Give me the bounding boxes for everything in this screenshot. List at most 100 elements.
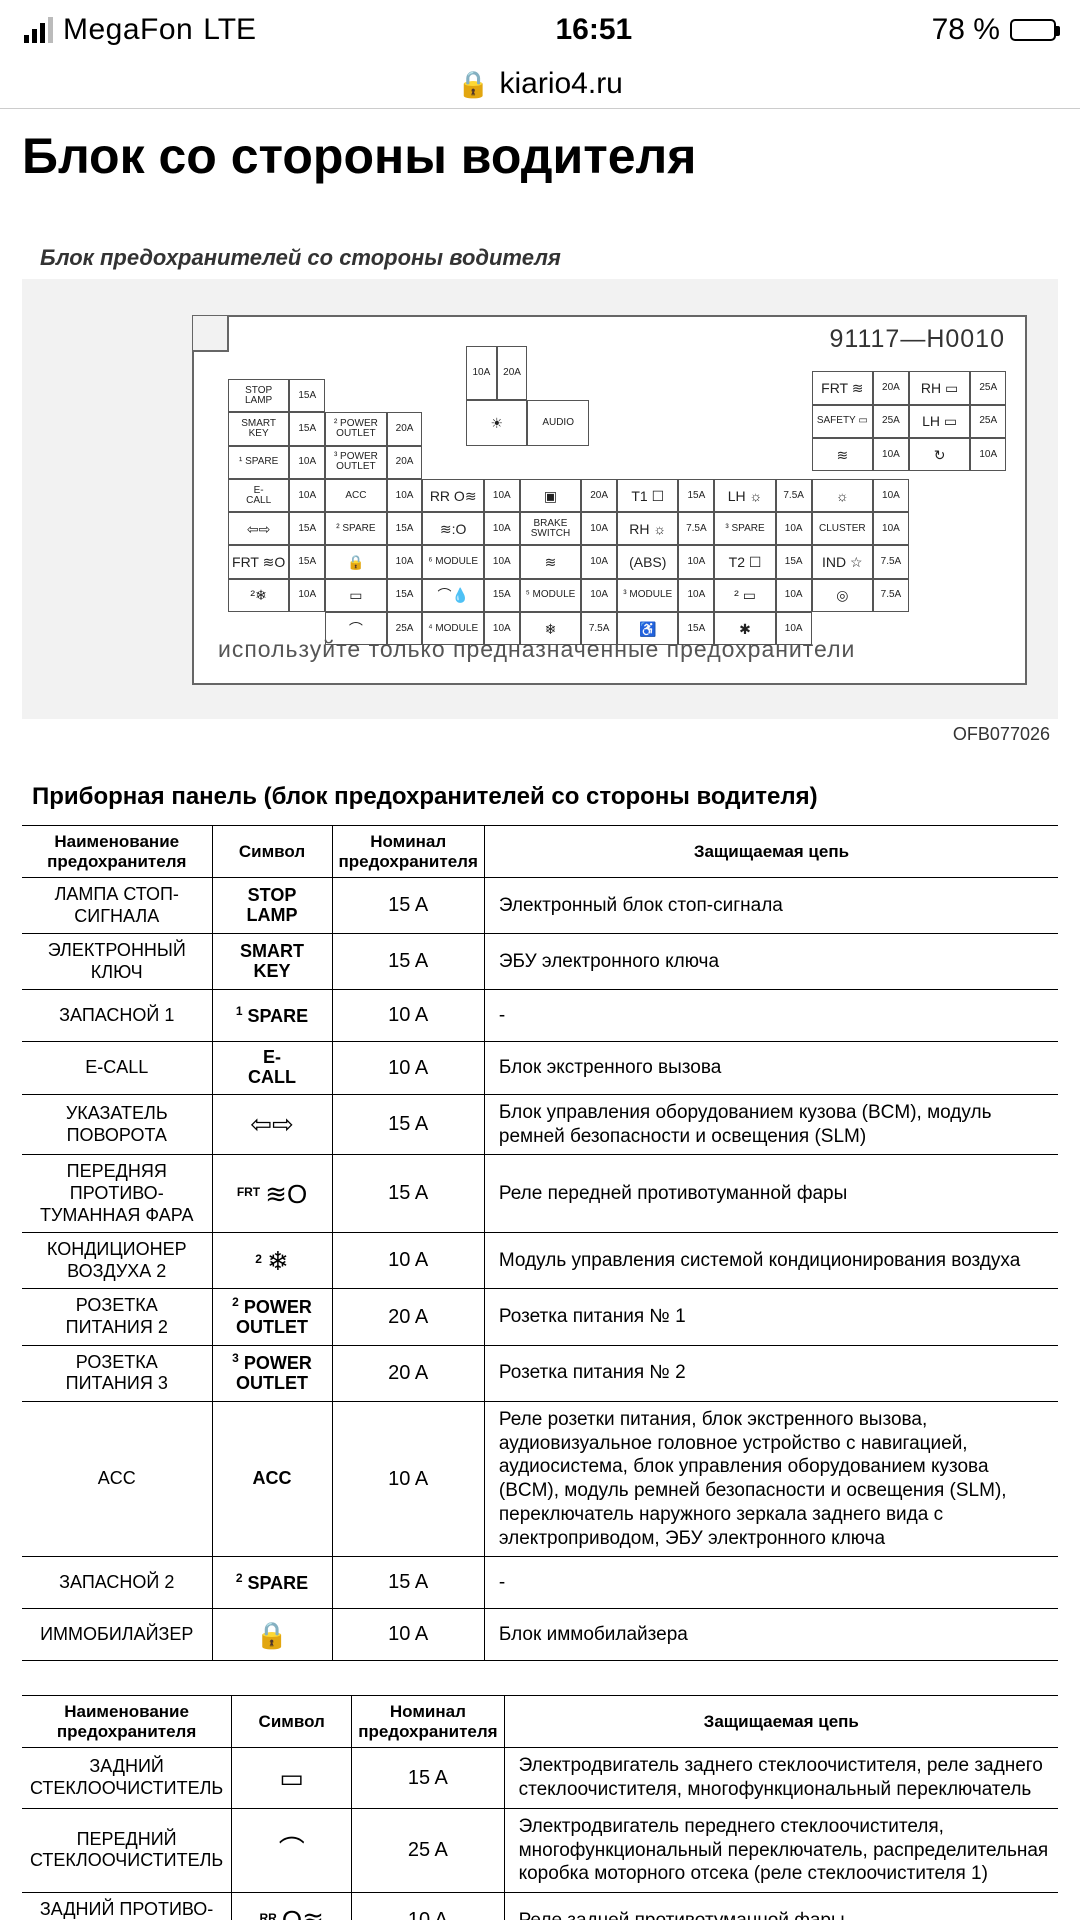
fuse-cell: 20A <box>387 446 423 479</box>
fuse-cell: LH ☼ <box>714 479 775 512</box>
fuse-cell: 10A <box>466 346 497 400</box>
fuse-cell: 10A <box>873 512 909 545</box>
signal-icon <box>24 17 53 43</box>
fuse-cell: 15A <box>387 512 423 545</box>
fuse-cell: 10A <box>970 438 1006 471</box>
fuse-cell: 10A <box>678 579 714 612</box>
fuse-cell: 15A <box>289 545 325 578</box>
fuse-cell: 15A <box>289 379 325 412</box>
fuse-cell: ² SPARE <box>325 512 386 545</box>
fuse-cell: ² POWER OUTLET <box>325 412 386 445</box>
fuse-cell: RH ▭ <box>909 371 970 404</box>
fuse-cell: ⁶ MODULE <box>422 545 483 578</box>
clock: 16:51 <box>555 13 632 47</box>
table-row: ACCACC10 AРеле розетки питания, блок экс… <box>22 1401 1058 1557</box>
fuse-cell: IND ☆ <box>812 545 873 578</box>
fuse-cell: 25A <box>970 405 1006 438</box>
table-header: Наименование предохранителя <box>22 826 212 878</box>
fuse-cell: 10A <box>776 512 812 545</box>
battery-icon <box>1010 19 1056 41</box>
fuse-cell: SMART KEY <box>228 412 289 445</box>
status-right: 78 % <box>932 13 1056 47</box>
table-row: КОНДИЦИОНЕР ВОЗДУХА 22 ❄10 AМодуль управ… <box>22 1233 1058 1289</box>
table-header: Защищаемая цепь <box>504 1696 1058 1748</box>
table-row: ПЕРЕДНИЙ СТЕКЛООЧИСТИТЕЛЬ⌒25 AЭлектродви… <box>22 1808 1058 1892</box>
table-header: Символ <box>232 1696 352 1748</box>
fuse-cell: (ABS) <box>617 545 678 578</box>
table-row: E-CALLE-CALL10 AБлок экстренного вызова <box>22 1042 1058 1095</box>
fuse-cell: 10A <box>581 512 617 545</box>
fuse-cell: 10A <box>873 438 909 471</box>
fuse-cell: ⌒💧 <box>422 579 483 612</box>
table-row: ЛАМПА СТОП-СИГНАЛАSTOPLAMP15 AЭлектронны… <box>22 878 1058 934</box>
lock-icon: 🔒 <box>457 69 489 100</box>
fuse-cell: 10A <box>289 479 325 512</box>
status-bar: MegaFon LTE 16:51 78 % <box>0 0 1080 60</box>
table-header: Номинал предохранителя <box>332 826 484 878</box>
fuse-cell: 7.5A <box>678 512 714 545</box>
fuse-cell: STOP LAMP <box>228 379 289 412</box>
fuse-cell: FRT ≋ <box>812 371 873 404</box>
fuse-cell: ² ▭ <box>714 579 775 612</box>
fuse-cell: 10A <box>484 512 520 545</box>
usage-note: используйте только предназначенные предо… <box>218 633 1001 665</box>
fuse-table-2: Наименование предохранителяСимволНоминал… <box>22 1695 1058 1920</box>
diagram-code: OFB077026 <box>953 724 1050 745</box>
fuse-cell: ▣ <box>520 479 581 512</box>
fuse-cell: 10A <box>289 446 325 479</box>
fuse-cell: ◎ <box>812 579 873 612</box>
table-row: ЗАДНИЙ СТЕКЛООЧИСТИТЕЛЬ▭15 AЭлектродвига… <box>22 1748 1058 1809</box>
url-bar[interactable]: 🔒 kiario4.ru <box>0 60 1080 108</box>
table-row: ЗАПАСНОЙ 22 SPARE15 A- <box>22 1557 1058 1609</box>
fuse-cell: 10A <box>484 479 520 512</box>
fuse-cell: ⁵ MODULE <box>520 579 581 612</box>
status-left: MegaFon LTE <box>24 13 256 47</box>
fuse-cell: 20A <box>387 412 423 445</box>
table-row: ПЕРЕДНЯЯ ПРОТИВО-ТУМАННАЯ ФАРАFRT ≋O15 A… <box>22 1155 1058 1233</box>
fuse-cell: 15A <box>387 579 423 612</box>
fuse-cell: 15A <box>776 545 812 578</box>
fuse-cell: AUDIO <box>527 400 588 446</box>
fuse-cell: SAFETY ▭ <box>812 405 873 438</box>
table-header: Защищаемая цепь <box>484 826 1058 878</box>
table-title: Приборная панель (блок предохранителей с… <box>32 783 1058 811</box>
fuse-cell: BRAKE SWITCH <box>520 512 581 545</box>
page-content: Блок со стороны водителя Блок предохрани… <box>0 109 1080 1920</box>
fuse-cell: 7.5A <box>776 479 812 512</box>
fuse-cell: 🔒 <box>325 545 386 578</box>
fuse-cell: ²❄ <box>228 579 289 612</box>
fuse-cell: ¹ SPARE <box>228 446 289 479</box>
fuse-box-diagram: 91117—H0010 STOP LAMP15ASMART KEY15A¹ SP… <box>192 315 1027 685</box>
fuse-cell: 20A <box>497 346 528 400</box>
fuse-cell: 20A <box>581 479 617 512</box>
table-row: ЗАПАСНОЙ 11 SPARE10 A- <box>22 990 1058 1042</box>
fuse-cell: 10A <box>387 479 423 512</box>
fuse-cell: ³ POWER OUTLET <box>325 446 386 479</box>
battery-percent: 78 % <box>932 13 1000 47</box>
fuse-cell: RH ☼ <box>617 512 678 545</box>
fuse-cell: FRT ≋O <box>228 545 289 578</box>
diagram-container: 91117—H0010 STOP LAMP15ASMART KEY15A¹ SP… <box>22 279 1058 719</box>
table-header: Номинал предохранителя <box>352 1696 504 1748</box>
fuse-cell: ☀ <box>466 400 527 446</box>
fuse-cell: 10A <box>581 579 617 612</box>
fuse-cell: 10A <box>484 545 520 578</box>
fuse-cell: E- CALL <box>228 479 289 512</box>
table-row: ЭЛЕКТРОННЫЙ КЛЮЧSMARTKEY15 AЭБУ электрон… <box>22 934 1058 990</box>
fuse-cell: ³ MODULE <box>617 579 678 612</box>
fuse-cell: 7.5A <box>873 545 909 578</box>
fuse-cell: T1 ☐ <box>617 479 678 512</box>
fuse-cell: LH ▭ <box>909 405 970 438</box>
table-header: Символ <box>212 826 332 878</box>
table-header: Наименование предохранителя <box>22 1696 232 1748</box>
fuse-cell: ▭ <box>325 579 386 612</box>
fuse-cell: 20A <box>873 371 909 404</box>
diagram-caption: Блок предохранителей со стороны водителя <box>40 245 1058 271</box>
fuse-cell: ACC <box>325 479 386 512</box>
fuse-cell: ☼ <box>812 479 873 512</box>
fuse-cell: 15A <box>289 512 325 545</box>
fuse-cell: 10A <box>678 545 714 578</box>
fuse-cell: 10A <box>581 545 617 578</box>
fuse-cell: 15A <box>289 412 325 445</box>
fuse-cell: ↻ <box>909 438 970 471</box>
